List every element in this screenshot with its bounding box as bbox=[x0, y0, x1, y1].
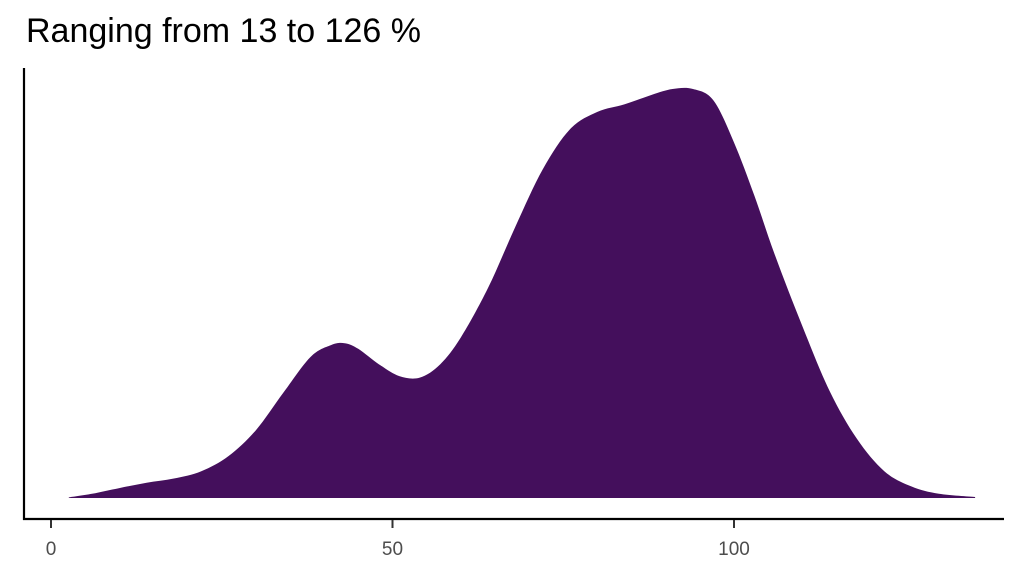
density-area bbox=[68, 87, 976, 499]
x-axis-ticks: 0 50 100 bbox=[46, 520, 750, 560]
x-tick-label: 50 bbox=[382, 539, 403, 560]
chart-title: Ranging from 13 to 126 % bbox=[26, 12, 422, 50]
x-tick-label: 100 bbox=[718, 539, 750, 560]
x-tick-label: 0 bbox=[46, 539, 57, 560]
